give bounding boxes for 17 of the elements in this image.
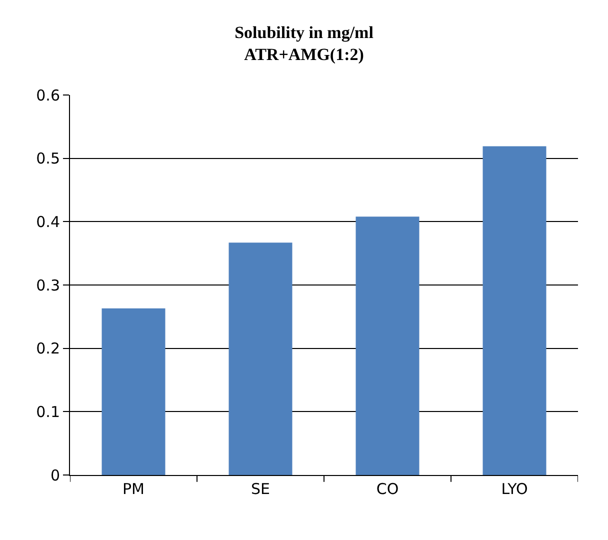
- chart-subtitle: ATR+AMG(1:2): [244, 44, 364, 64]
- x-tick-label: CO: [376, 480, 399, 498]
- y-tick-label: 0.2: [36, 340, 60, 358]
- bar: [228, 242, 292, 475]
- x-tick-label: SE: [251, 480, 270, 498]
- y-tick-label: 0.5: [36, 150, 60, 168]
- bar: [356, 216, 420, 475]
- chart-title: Solubility in mg/ml: [234, 22, 374, 42]
- bar: [482, 146, 546, 475]
- bar: [102, 308, 166, 475]
- y-tick-label: 0.1: [36, 402, 60, 421]
- y-tick-label: 0.3: [36, 276, 60, 294]
- y-tick-label: 0.6: [36, 86, 60, 104]
- y-tick-label: 0.4: [36, 212, 60, 231]
- x-tick-label: LYO: [501, 480, 528, 498]
- x-tick-label: PM: [122, 480, 144, 498]
- y-tick-label: 0: [50, 466, 60, 484]
